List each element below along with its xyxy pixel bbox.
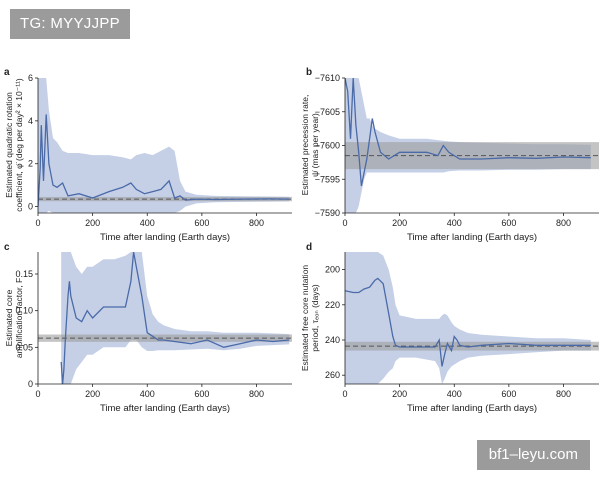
panel-a: 0 200 400 600 800 0 2 4 6 Time after landing (Ear…	[4, 67, 292, 243]
plot-area-d	[345, 252, 599, 384]
y-tick-label: 0.10	[15, 306, 33, 316]
y-axis-label-line: Estimated quadratic rotation	[4, 92, 14, 198]
x-tick-label: 800	[249, 389, 264, 399]
y-axis-label-line: amplification factor, F	[14, 278, 24, 358]
x-tick-label: 800	[556, 389, 571, 399]
x-tick-label: 400	[140, 218, 155, 228]
y-tick-label: 220	[325, 300, 340, 310]
source-tag: TG: MYYJJPP	[10, 9, 130, 39]
y-tick-label: 2	[28, 159, 33, 169]
x-tick-label: 200	[85, 218, 100, 228]
x-tick-label: 600	[194, 389, 209, 399]
y-tick-label: −7595	[315, 174, 340, 184]
uncertainty-band	[61, 252, 290, 384]
y-tick-label: 0.05	[15, 342, 33, 352]
y-tick-label: 200	[325, 265, 340, 275]
estimate-band	[38, 196, 292, 202]
series-line	[345, 78, 591, 187]
x-tick-label: 800	[556, 218, 571, 228]
x-tick-label: 400	[140, 389, 155, 399]
y-axis-label-line: Estimated free core nutation	[300, 265, 310, 372]
y-tick-label: 0	[28, 379, 33, 389]
series-line	[60, 252, 290, 384]
y-axis-label-line: ψ̇ (mas per year)	[310, 113, 320, 177]
plot-area-b	[345, 78, 599, 213]
x-axis-label: Time after landing (Earth days)	[407, 403, 537, 414]
x-tick-label: 400	[447, 218, 462, 228]
y-tick-label: −7600	[315, 141, 340, 151]
y-axis-label: Estimated quadratic rotationcoefficient,…	[4, 78, 24, 212]
series-line	[38, 114, 290, 207]
y-axis-label: Estimated coreamplification factor, F	[4, 278, 24, 358]
y-axis-label-line: coefficient, φ̈ (deg per day² × 10⁻¹¹)	[14, 78, 24, 212]
x-tick-label: 0	[35, 218, 40, 228]
x-tick-label: 200	[392, 218, 407, 228]
panel-b: 0 200 400 600 800 −7590 −7595 −7600 −7605 −7610 Ti…	[300, 67, 599, 243]
x-tick-label: 0	[342, 218, 347, 228]
site-watermark: bf1–leyu.com	[476, 440, 590, 470]
x-tick-label: 600	[501, 389, 516, 399]
y-tick-label: −7590	[315, 208, 340, 218]
x-axis-label: Time after landing (Earth days)	[407, 232, 537, 243]
y-tick-label: −7605	[315, 107, 340, 117]
y-tick-label: 6	[28, 73, 33, 83]
x-tick-label: 600	[501, 218, 516, 228]
x-tick-label: 800	[249, 218, 264, 228]
y-tick-label: 0	[28, 202, 33, 212]
uncertainty-band	[345, 252, 591, 384]
series-line	[345, 277, 591, 367]
y-tick-label: 0.15	[15, 269, 33, 279]
panel-label: a	[4, 67, 10, 78]
x-axis-label: Time after landing (Earth days)	[100, 232, 230, 243]
y-tick-label: 240	[325, 335, 340, 345]
x-tick-label: 0	[35, 389, 40, 399]
x-tick-label: 0	[342, 389, 347, 399]
x-tick-label: 600	[194, 218, 209, 228]
y-tick-label: −7610	[315, 73, 340, 83]
panel-c: 0 200 400 600 800 0 0.05 0.10 0.15 Time after lan…	[4, 242, 292, 414]
panel-label: c	[4, 242, 10, 253]
y-axis-label: Estimated precession rate,ψ̇ (mas per ye…	[300, 95, 320, 196]
y-tick-label: 4	[28, 116, 33, 126]
x-tick-label: 200	[392, 389, 407, 399]
estimate-band	[345, 142, 599, 170]
y-axis-label-line: Estimated core	[4, 289, 14, 346]
estimate-band	[38, 334, 292, 342]
y-axis-label-line: period, τₑₒₙ (days)	[310, 284, 320, 352]
x-tick-label: 400	[447, 389, 462, 399]
panel-d: 0 200 400 600 800 200 220 240 260 Time after land…	[300, 242, 599, 414]
y-axis-label-line: Estimated precession rate,	[300, 95, 310, 196]
uncertainty-band	[38, 78, 290, 213]
x-tick-label: 200	[85, 389, 100, 399]
plot-area-c	[38, 252, 292, 384]
y-axis-label: Estimated free core nutationperiod, τₑₒₙ…	[300, 265, 320, 372]
x-axis-label: Time after landing (Earth days)	[100, 403, 230, 414]
y-tick-label: 260	[325, 370, 340, 380]
panel-label: b	[306, 67, 312, 78]
plot-area-a	[38, 78, 292, 213]
panel-label: d	[306, 242, 312, 253]
